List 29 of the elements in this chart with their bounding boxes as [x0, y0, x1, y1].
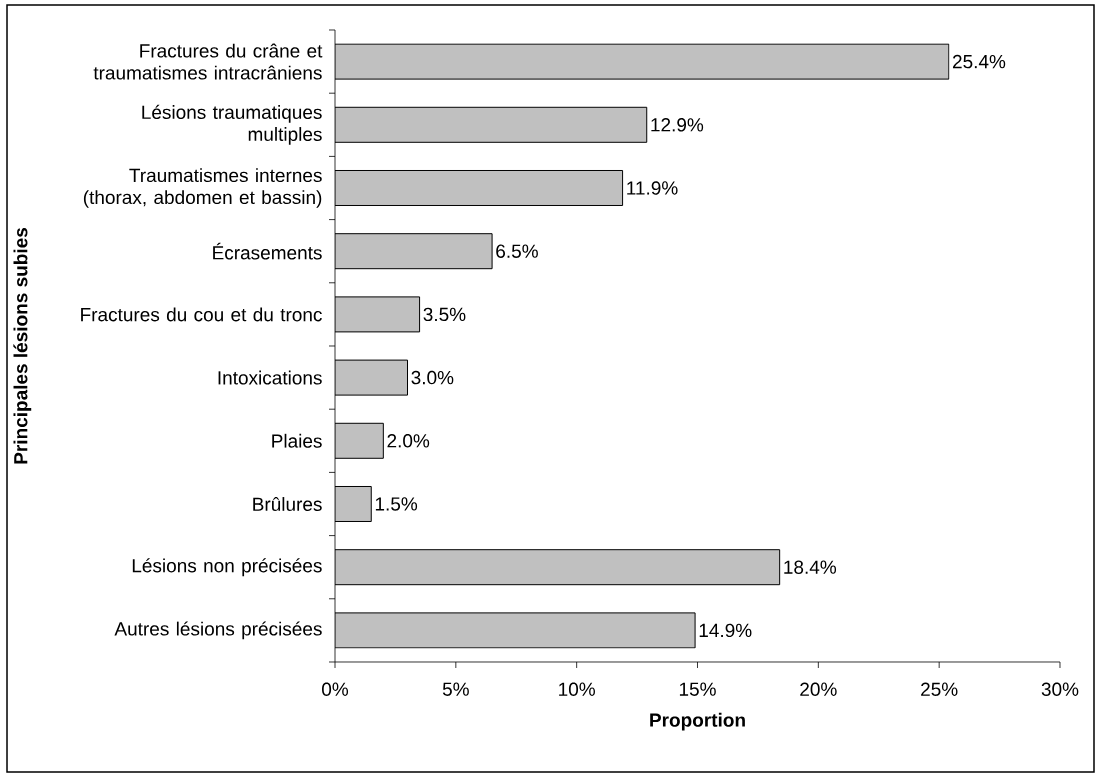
y-tick-label: Lésions non précisées: [132, 558, 322, 577]
y-tick-label: Brûlures: [253, 496, 322, 512]
x-axis-title: Proportion: [650, 712, 745, 731]
data-label: 6.5%: [496, 244, 538, 258]
y-tick-label: Fractures du cou et du tronc: [81, 307, 322, 322]
y-tick-label: Intoxications: [218, 370, 322, 385]
x-tick-label: 5%: [442, 682, 469, 696]
y-tick-label: Traumatismes internes (thorax, abdomen et bassin): [83, 168, 322, 208]
x-tick-label: 0%: [322, 682, 349, 696]
y-axis-title: Principales lésions subies: [13, 227, 32, 464]
x-tick-label: 10%: [559, 682, 595, 696]
y-tick-label: Fractures du crâne et traumatismes intracrâniens: [93, 43, 323, 80]
y-tick-label: Autres lésions précisées: [114, 621, 322, 640]
y-tick-label: Écrasements: [213, 242, 322, 260]
x-tick-label: 25%: [921, 682, 958, 696]
data-label: 1.5%: [375, 497, 418, 511]
data-label: 2.0%: [387, 434, 430, 448]
data-label: 25.4%: [952, 54, 1006, 69]
data-label: 18.4%: [784, 560, 837, 574]
data-label: 3.5%: [423, 307, 466, 322]
x-tick-label: 20%: [800, 682, 837, 696]
data-label: 14.9%: [699, 623, 752, 638]
x-tick-label: 30%: [1041, 682, 1079, 696]
y-tick-label: Plaies: [272, 433, 322, 448]
data-label: 11.9%: [627, 181, 678, 195]
x-tick-label: 15%: [679, 682, 716, 696]
data-label: 3.0%: [411, 370, 454, 385]
y-tick-label: Lésions traumatiques multiples: [142, 104, 322, 145]
data-label: 12.9%: [651, 118, 704, 132]
